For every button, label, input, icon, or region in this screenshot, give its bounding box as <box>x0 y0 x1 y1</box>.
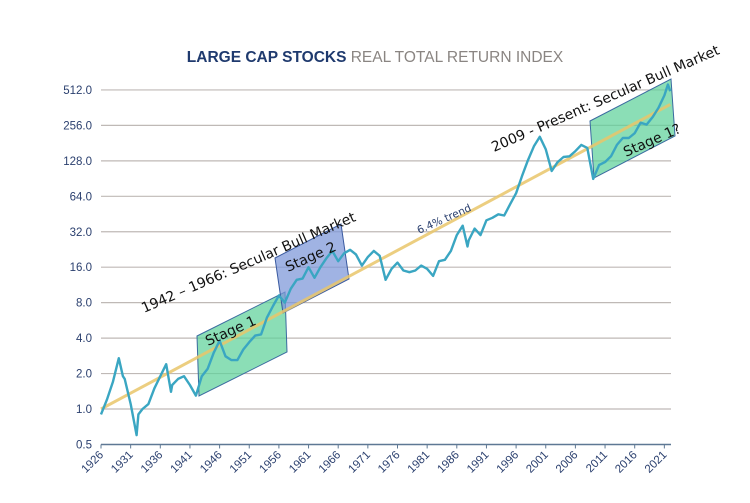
x-tick-label: 1951 <box>228 449 255 476</box>
y-tick-label: 512.0 <box>63 85 92 97</box>
y-tick-label: 32.0 <box>70 227 92 239</box>
x-tick-label: 1961 <box>287 449 314 476</box>
y-tick-label: 0.5 <box>76 439 92 451</box>
stage-boxes <box>196 78 676 397</box>
y-tick-label: 256.0 <box>63 120 92 132</box>
y-tick-label: 4.0 <box>76 333 92 345</box>
y-tick-label: 2.0 <box>76 369 92 381</box>
x-tick-label: 1986 <box>435 449 462 476</box>
series-lines <box>99 83 672 437</box>
y-tick-label: 128.0 <box>63 156 92 168</box>
x-tick-label: 1941 <box>168 449 195 476</box>
stage-box <box>274 223 350 314</box>
x-tick-label: 2021 <box>643 449 670 476</box>
y-tick-label: 16.0 <box>70 262 92 274</box>
trend-line <box>100 103 671 411</box>
x-tick-label: 1936 <box>139 449 166 476</box>
y-tick-label: 1.0 <box>76 404 92 416</box>
stage-box <box>196 291 288 397</box>
x-tick-label: 2001 <box>524 449 551 476</box>
x-tick-label: 1956 <box>257 449 284 476</box>
x-tick-label: 1976 <box>376 449 403 476</box>
x-tick-label: 1981 <box>406 449 433 476</box>
x-axis: 1926 1931 1936 1941 1946 1951 1956 1961 1966 1971… <box>80 443 671 476</box>
index-line <box>99 83 672 437</box>
y-tick-label: 8.0 <box>76 298 92 310</box>
chart-title-rest: REAL TOTAL RETURN INDEX <box>350 49 564 66</box>
x-tick-label: 1996 <box>495 449 522 476</box>
x-tick-label: 1931 <box>109 449 136 476</box>
gridlines <box>101 89 671 410</box>
x-tick-label: 2016 <box>613 449 640 476</box>
x-tick-label: 1991 <box>465 449 492 476</box>
chart-title: LARGE CAP STOCKS REAL TOTAL RETURN INDEX <box>0 49 750 67</box>
x-tick-label: 2006 <box>554 449 581 476</box>
y-axis-ticks: 512.0 256.0 128.0 64.0 32.0 16.0 8.0 4.0 2.0 1.0 0… <box>63 85 92 452</box>
x-tick-label: 1966 <box>317 449 344 476</box>
x-tick-label: 2011 <box>584 449 610 475</box>
x-tick-label: 1926 <box>80 449 107 476</box>
x-tick-label: 1946 <box>198 449 225 476</box>
x-tick-label: 1971 <box>346 449 373 476</box>
chart-title-bold: LARGE CAP STOCKS <box>186 49 347 66</box>
y-tick-label: 64.0 <box>70 191 92 203</box>
